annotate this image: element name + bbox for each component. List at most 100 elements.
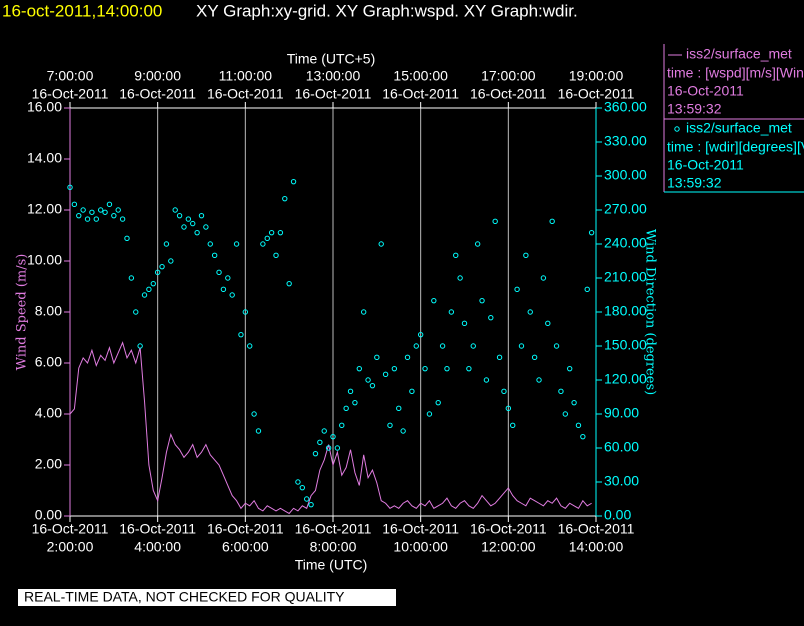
direction-point	[133, 309, 139, 315]
direction-point	[422, 365, 428, 372]
direction-point	[527, 309, 533, 315]
y-tick-label: 4.00	[35, 405, 62, 421]
direction-point	[312, 450, 319, 457]
direction-point	[413, 343, 419, 349]
x2-tick-date: 16-Oct-2011	[295, 86, 372, 102]
direction-point	[352, 399, 358, 406]
y-tick-label: 14.00	[27, 150, 62, 166]
direction-point	[190, 220, 196, 227]
direction-point	[290, 178, 297, 185]
direction-point	[321, 428, 327, 434]
direction-point	[317, 439, 323, 446]
direction-point	[549, 218, 555, 225]
direction-point	[417, 331, 424, 338]
direction-point	[400, 428, 406, 434]
direction-point	[584, 286, 590, 293]
direction-point	[545, 320, 551, 327]
direction-point	[343, 405, 349, 412]
x-tick-date: 16-Oct-2011	[558, 521, 635, 537]
direction-point	[360, 309, 367, 315]
x-axis-label: Time (UTC)	[295, 557, 368, 573]
direction-point	[102, 209, 108, 215]
direction-point	[154, 269, 161, 276]
direction-point	[369, 382, 376, 389]
direction-point	[562, 411, 569, 417]
direction-point	[216, 269, 222, 276]
direction-point	[339, 422, 345, 429]
direction-point	[76, 212, 82, 219]
chart-subtitle: XY Graph:xy-grid. XY Graph:wspd. XY Grap…	[196, 1, 578, 20]
direction-point	[378, 241, 384, 247]
x2-tick-date: 16-Oct-2011	[32, 86, 109, 102]
direction-point	[435, 399, 441, 406]
y2-tick-label: 90.00	[604, 405, 639, 421]
x2-tick-label: 15:00:00	[393, 68, 448, 84]
direction-point	[207, 241, 213, 247]
direction-point	[295, 479, 301, 485]
note: REAL-TIME DATA, NOT CHECKED FOR QUALITY	[24, 589, 345, 605]
direction-point	[282, 195, 288, 202]
legend-description: time : [wdir][degrees][V	[667, 139, 804, 155]
direction-point	[457, 275, 463, 281]
direction-point	[176, 212, 183, 219]
direction-point	[194, 229, 200, 236]
y2-tick-label: 30.00	[604, 473, 639, 489]
direction-point	[268, 229, 275, 236]
direction-point	[67, 184, 73, 191]
direction-point	[264, 235, 270, 242]
x2-tick-label: 17:00:00	[481, 68, 536, 84]
x-tick-date: 16-Oct-2011	[32, 521, 109, 537]
y-tick-label: 6.00	[35, 354, 62, 370]
direction-point	[536, 377, 542, 383]
direction-point	[483, 377, 490, 383]
y2-tick-label: 0.00	[604, 507, 631, 523]
direction-point	[168, 258, 174, 264]
chart-title: 16-oct-2011,14:00:00	[2, 1, 162, 20]
x-tick-label: 10:00:00	[393, 539, 448, 555]
direction-point	[382, 371, 389, 378]
x-tick-label: 6:00:00	[222, 539, 269, 555]
direction-point	[492, 218, 498, 225]
x2-tick-label: 7:00:00	[47, 68, 94, 84]
direction-point	[479, 297, 485, 304]
direction-point	[325, 445, 332, 451]
direction-point	[439, 343, 446, 349]
legend-time: 13:59:32	[667, 175, 722, 191]
direction-point	[567, 365, 573, 372]
direction-point	[220, 286, 227, 293]
x2-tick-date: 16-Oct-2011	[382, 86, 459, 102]
direction-point	[396, 405, 402, 412]
direction-point	[198, 212, 205, 219]
direction-point	[540, 275, 547, 281]
x2-tick-date: 16-Oct-2011	[119, 86, 196, 102]
direction-point	[119, 216, 126, 222]
x-tick-date: 16-Oct-2011	[470, 521, 547, 537]
direction-point	[404, 354, 411, 361]
legend-date: 16-Oct-2011	[667, 83, 744, 99]
direction-point	[391, 365, 398, 372]
direction-point	[277, 229, 284, 236]
x2-axis-label: Time (UTC+5)	[287, 51, 376, 67]
direction-point	[453, 252, 459, 259]
direction-point	[150, 280, 156, 287]
direction-point	[374, 354, 380, 361]
direction-point	[124, 235, 130, 242]
y-tick-label: 10.00	[27, 252, 62, 268]
direction-point	[496, 354, 503, 361]
direction-point	[260, 241, 266, 247]
direction-point	[233, 241, 240, 247]
y2-tick-label: 300.00	[604, 167, 647, 183]
y-tick-label: 0.00	[35, 507, 62, 523]
direction-point	[426, 411, 433, 417]
direction-point	[211, 252, 218, 259]
direction-point	[409, 388, 415, 395]
direction-point	[229, 292, 235, 298]
x2-tick-label: 9:00:00	[134, 68, 181, 84]
y2-tick-label: 240.00	[604, 235, 647, 251]
direction-point	[255, 428, 262, 434]
direction-point	[553, 343, 560, 349]
direction-point	[308, 501, 314, 508]
direction-point	[251, 411, 257, 417]
direction-point	[304, 496, 310, 502]
